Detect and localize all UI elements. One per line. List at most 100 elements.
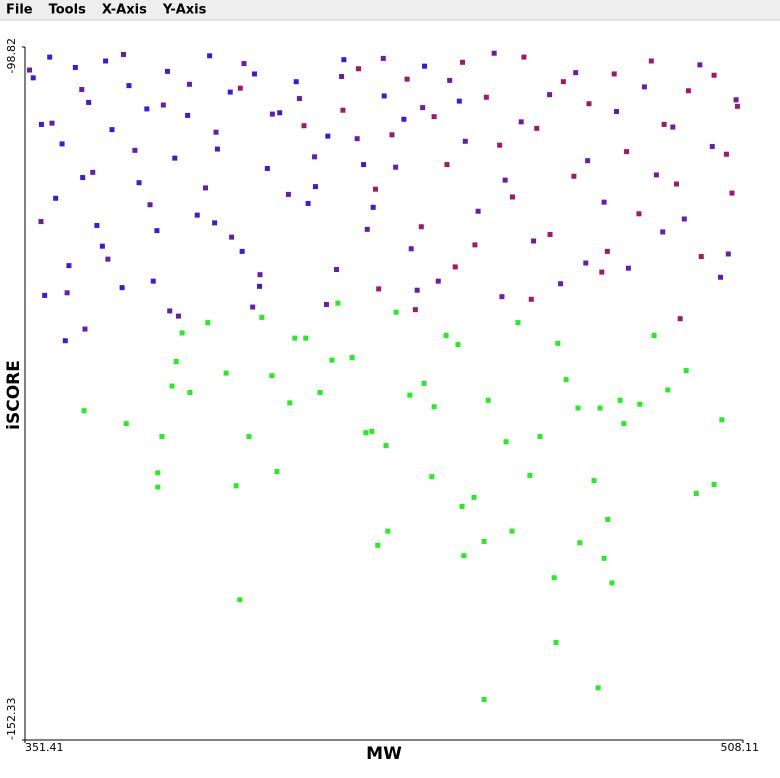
point (665, 387, 671, 393)
point (205, 320, 211, 326)
point (237, 85, 243, 91)
point (160, 102, 166, 108)
point (404, 76, 410, 82)
point (80, 175, 86, 181)
point (597, 405, 603, 411)
point (502, 177, 508, 183)
point (119, 285, 125, 291)
point (421, 380, 427, 386)
point (323, 301, 329, 307)
point (733, 97, 739, 103)
point (144, 106, 150, 112)
point (718, 274, 724, 280)
point (312, 154, 318, 160)
point (167, 308, 173, 314)
point (59, 141, 65, 147)
point (518, 119, 524, 125)
point (361, 162, 367, 168)
point (637, 401, 643, 407)
point (369, 428, 375, 434)
point (293, 79, 299, 85)
point (229, 234, 235, 240)
menu-item[interactable]: File (6, 3, 33, 18)
point (38, 219, 44, 225)
point (132, 147, 138, 153)
point (547, 92, 553, 98)
point (99, 243, 105, 249)
menu-item[interactable]: Y-Axis (162, 3, 207, 18)
point (250, 304, 256, 310)
point (613, 108, 619, 114)
point (175, 313, 181, 319)
point (660, 229, 666, 235)
point (611, 71, 617, 77)
point (325, 133, 331, 139)
point (383, 443, 389, 449)
point (555, 340, 561, 346)
point (155, 484, 161, 490)
point (534, 125, 540, 131)
point (214, 146, 220, 152)
point (591, 478, 597, 484)
point (528, 296, 534, 302)
point (583, 260, 589, 266)
point (363, 430, 369, 436)
point (586, 101, 592, 107)
point (49, 120, 55, 126)
point (641, 84, 647, 90)
point (335, 300, 341, 306)
point (595, 685, 601, 691)
point (460, 59, 466, 65)
point (558, 281, 564, 287)
ticks: 351.41 508.11 -152.33 -98.82 (5, 38, 759, 754)
x-axis-title: MW (366, 744, 402, 764)
point (531, 238, 537, 244)
point (455, 342, 461, 348)
point (305, 200, 311, 206)
point (227, 89, 233, 95)
point (601, 555, 607, 561)
point (72, 64, 78, 70)
point (285, 191, 291, 197)
point (599, 269, 605, 275)
point (431, 114, 437, 120)
y-tick-label: -98.82 (5, 38, 18, 73)
point (711, 72, 717, 78)
point (435, 278, 441, 284)
point (509, 194, 515, 200)
point (734, 103, 740, 109)
point (164, 68, 170, 74)
point (553, 639, 559, 645)
point (719, 417, 725, 423)
point (456, 98, 462, 104)
point (471, 494, 477, 500)
point (515, 320, 521, 326)
point (621, 421, 627, 427)
point (375, 542, 381, 548)
point (341, 57, 347, 63)
y-tick-label: -152.33 (5, 698, 18, 740)
point (303, 335, 309, 341)
point (389, 132, 395, 138)
point (636, 211, 642, 217)
points (27, 50, 740, 702)
menu-item[interactable]: X-Axis (102, 3, 147, 18)
point (677, 316, 683, 322)
point (185, 112, 191, 118)
point (408, 246, 414, 252)
point (252, 71, 258, 77)
y-axis-title: iSCORE (4, 360, 24, 430)
point (483, 94, 489, 100)
point (481, 696, 487, 702)
menu-item[interactable]: Tools (49, 3, 86, 18)
point (697, 62, 703, 68)
point (497, 142, 503, 148)
point (237, 597, 243, 603)
point (334, 266, 340, 272)
point (381, 93, 387, 99)
point (414, 287, 420, 293)
point (447, 77, 453, 83)
point (82, 326, 88, 332)
point (577, 540, 583, 546)
